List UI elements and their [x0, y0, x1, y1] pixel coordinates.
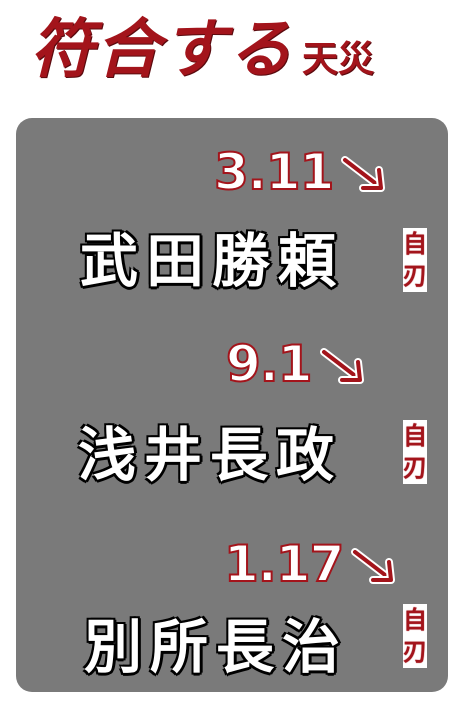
note-char: 自 [403, 229, 427, 258]
note-label: 自 刃 [403, 420, 427, 484]
person-name: 浅井長政 [78, 421, 343, 489]
title-main: 符合する [30, 12, 294, 87]
title-sub: 天災 [302, 38, 375, 80]
page-title: 符合する 天災 [30, 10, 374, 90]
content-panel [16, 118, 448, 692]
note-char: 刃 [403, 261, 427, 290]
date-label: 9.1 [225, 334, 314, 394]
note-char: 自 [403, 605, 427, 634]
person-name: 別所長治 [84, 613, 349, 681]
arrow-down-right-icon [319, 348, 364, 384]
date-row: 3.11 [213, 142, 391, 202]
note-char: 自 [403, 421, 427, 450]
date-label: 1.17 [223, 534, 345, 594]
date-row: 1.17 [223, 534, 401, 594]
arrow-down-right-icon [341, 156, 386, 192]
date-row: 9.1 [225, 334, 370, 394]
arrow-down-right-icon [351, 548, 396, 584]
note-char: 刃 [403, 637, 427, 666]
date-label: 3.11 [213, 142, 335, 202]
note-label: 自 刃 [403, 604, 427, 668]
note-char: 刃 [403, 453, 427, 482]
person-name: 武田勝頼 [80, 227, 345, 295]
note-label: 自 刃 [403, 228, 427, 292]
